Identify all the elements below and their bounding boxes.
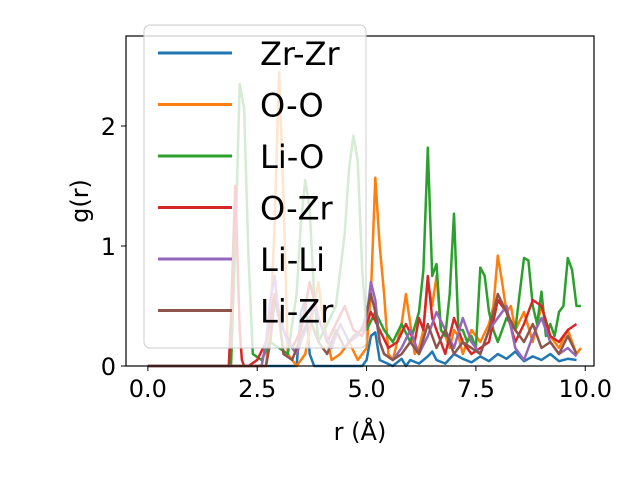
x-tick-label: 5.0 [347, 375, 385, 403]
x-tick-label: 2.5 [238, 375, 276, 403]
x-tick-label: 7.5 [457, 375, 495, 403]
x-tick-label: 0.0 [129, 375, 167, 403]
x-axis-label: r (Å) [334, 417, 387, 446]
legend: Zr-Zr O-O Li-O O-Zr Li-Li Li-Zr [143, 24, 367, 349]
legend-label: Li-Li [260, 241, 325, 279]
x-axis-ticks: 0.0 2.5 5.0 7.5 10.0 [129, 366, 612, 403]
legend-label: O-Zr [260, 190, 334, 228]
y-tick-label: 1 [101, 233, 116, 261]
legend-label: Li-O [260, 138, 324, 176]
legend-label: O-O [260, 87, 324, 125]
y-tick-label: 2 [101, 113, 116, 141]
y-axis-ticks: 0 1 2 [101, 113, 126, 381]
x-tick-label: 10.0 [559, 375, 612, 403]
legend-label: Zr-Zr [260, 35, 341, 73]
y-axis-label: g(r) [66, 179, 94, 223]
y-tick-label: 0 [101, 353, 116, 381]
legend-label: Li-Zr [260, 293, 334, 331]
